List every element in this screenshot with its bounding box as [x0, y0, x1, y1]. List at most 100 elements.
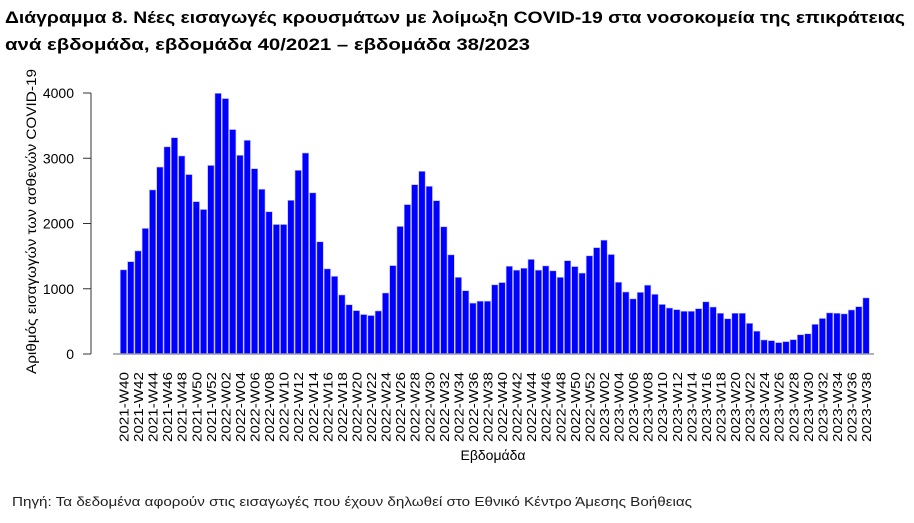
y-tick-label: 4000 — [43, 85, 74, 101]
bar-2023-W15 — [695, 308, 703, 355]
bar-2022-W29 — [418, 171, 426, 355]
bar-2023-W07 — [636, 292, 644, 355]
x-tick-label: 2023-W04 — [612, 372, 627, 442]
bar-2022-W35 — [462, 290, 470, 355]
x-tick-label: 2022-W28 — [408, 372, 423, 442]
bar-2023-W05 — [622, 291, 630, 355]
x-tick-label: 2023-W26 — [772, 372, 787, 442]
bar-2022-W27 — [403, 204, 411, 355]
x-tick-label: 2023-W32 — [815, 372, 830, 442]
bar-2023-W34 — [833, 312, 841, 355]
x-tick-label: 2023-W38 — [859, 372, 874, 442]
x-tick-label: 2022-W36 — [466, 372, 481, 442]
bar-2022-W46 — [542, 265, 550, 355]
x-tick-label: 2022-W44 — [524, 372, 539, 442]
bar-2022-W51 — [578, 272, 586, 355]
x-tick-label: 2023-W16 — [699, 372, 714, 442]
x-tick-label: 2023-W30 — [801, 372, 816, 442]
bar-2022-W10 — [280, 224, 288, 355]
bar-2022-W03 — [229, 129, 237, 355]
bar-2022-W30 — [425, 186, 433, 355]
bar-2022-W48 — [556, 277, 564, 355]
x-tick-label: 2022-W50 — [568, 372, 583, 442]
bar-2022-W43 — [520, 267, 528, 355]
bar-2022-W34 — [454, 277, 462, 355]
bar-2022-W16 — [323, 268, 331, 355]
x-tick-label: 2021-W44 — [146, 372, 161, 442]
bar-2022-W17 — [331, 276, 339, 355]
y-axis-label: Αριθμός εισαγωγών των ασθενών COVID-19 — [23, 69, 39, 374]
x-tick-label: 2022-W18 — [335, 372, 350, 442]
x-tick-label: 2022-W02 — [218, 372, 233, 442]
bar-2023-W01 — [593, 247, 601, 355]
bar-2023-W22 — [746, 323, 754, 355]
bar-2023-W11 — [665, 307, 673, 355]
bar-2021-W46 — [163, 146, 171, 355]
bar-2021-W52 — [207, 165, 215, 355]
x-tick-label: 2021-W52 — [204, 372, 219, 442]
bar-2022-W08 — [265, 211, 273, 355]
x-tick-label: 2022-W14 — [306, 372, 321, 442]
x-tick-labels: 2021-W40 2021-W42 2021-W44 2021-W46 2021-W48… — [117, 372, 875, 442]
bar-2023-W33 — [826, 312, 834, 355]
bar-2023-W03 — [607, 254, 615, 355]
bar-2021-W42 — [134, 250, 142, 355]
bar-2022-W19 — [345, 304, 353, 355]
bar-2022-W39 — [491, 284, 499, 355]
x-tick-label: 2022-W12 — [291, 372, 306, 442]
bar-2022-W11 — [287, 200, 295, 355]
x-axis-label: Εβδομάδα — [460, 447, 525, 463]
x-tick-label: 2022-W24 — [379, 372, 394, 442]
bar-2023-W21 — [738, 312, 746, 355]
bar-2023-W04 — [615, 281, 623, 355]
bar-2022-W28 — [411, 184, 419, 355]
x-tick-label: 2022-W10 — [277, 372, 292, 442]
bar-2022-W01 — [214, 93, 222, 355]
x-tick-label: 2021-W46 — [160, 372, 175, 442]
y-tick-label: 2000 — [43, 216, 74, 232]
bar-2023-W16 — [702, 301, 710, 355]
x-tick-label: 2022-W26 — [393, 372, 408, 442]
x-tick-label: 2023-W06 — [626, 372, 641, 442]
bar-2023-W35 — [840, 313, 848, 355]
bar-2023-W02 — [600, 239, 608, 355]
bar-2023-W28 — [789, 339, 797, 355]
bar-2022-W26 — [396, 226, 404, 355]
bar-2023-W23 — [753, 330, 761, 355]
bar-2022-W14 — [309, 192, 317, 355]
bar-2021-W41 — [127, 261, 135, 355]
bar-2022-W32 — [440, 226, 448, 355]
bar-2022-W12 — [294, 170, 302, 355]
bar-2023-W18 — [716, 312, 724, 355]
bar-2022-W23 — [374, 310, 382, 355]
x-tick-label: 2022-W30 — [422, 372, 437, 442]
bar-2023-W30 — [804, 333, 812, 355]
x-tick-label: 2022-W38 — [481, 372, 496, 442]
x-tick-label: 2022-W52 — [582, 372, 597, 442]
bar-2021-W45 — [156, 166, 164, 355]
x-tick-label: 2022-W34 — [451, 372, 466, 442]
bars — [120, 93, 870, 355]
bar-2023-W26 — [775, 342, 783, 355]
bar-2022-W52 — [585, 255, 593, 355]
bar-2022-W36 — [469, 302, 477, 355]
bar-2022-W02 — [221, 98, 229, 355]
x-tick-label: 2022-W32 — [437, 372, 452, 442]
bar-2023-W38 — [862, 297, 870, 355]
x-tick-label: 2022-W08 — [262, 372, 277, 442]
bar-2023-W29 — [797, 334, 805, 355]
x-tick-label: 2022-W04 — [233, 372, 248, 442]
x-tick-label: 2023-W02 — [597, 372, 612, 442]
y-tick-label: 1000 — [43, 281, 74, 297]
bar-2022-W42 — [513, 269, 521, 355]
bar-2023-W06 — [629, 298, 637, 355]
bar-2023-W09 — [651, 293, 659, 355]
x-tick-label: 2023-W10 — [655, 372, 670, 442]
bar-2022-W41 — [505, 265, 513, 355]
bar-2021-W50 — [192, 201, 200, 355]
bar-2022-W44 — [527, 259, 535, 355]
y-tick-label: 0 — [66, 346, 74, 362]
bar-2023-W14 — [687, 310, 695, 355]
bar-2022-W22 — [367, 315, 375, 355]
bar-2022-W21 — [360, 314, 368, 355]
